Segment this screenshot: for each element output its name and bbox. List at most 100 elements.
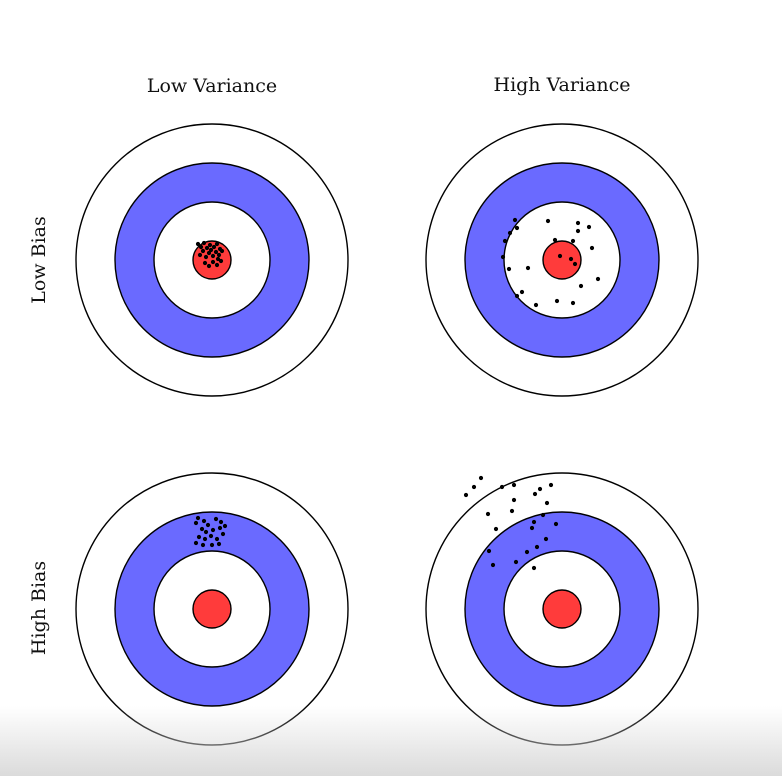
shot-dot [575,220,581,226]
shot-dot [210,259,216,265]
shot-dot [519,289,525,295]
shot-dot [514,293,520,299]
shot-dot [195,241,201,247]
shot-dot [513,559,519,565]
shot-dot [201,518,207,524]
shot-dot [586,224,592,230]
shot-dot [511,497,517,503]
shot-dot [203,529,209,535]
shot-dot [512,217,518,223]
shot-dot [208,247,214,253]
shot-dot [206,263,212,269]
shot-dot [540,512,546,518]
shot-dot [218,258,224,264]
shot-dot [214,536,220,542]
shot-dot [545,218,551,224]
shot-dot [534,544,540,550]
shot-dot [570,238,576,244]
shot-dot [193,540,199,546]
shot-dot [578,283,584,289]
shot-dot [204,245,210,251]
shot-dot [493,526,499,532]
shot-dot [570,300,576,306]
bullseye [192,589,232,629]
shot-dot [552,237,558,243]
shot-dot [572,261,578,267]
shot-dot [524,549,530,555]
shot-dot [197,252,203,258]
shot-dot [216,541,222,547]
shot-dot [511,482,517,488]
shot-dot [543,536,549,542]
shot-dot [217,525,223,531]
shot-dot [205,522,211,528]
shot-dot [214,241,220,247]
shot-dot [500,254,506,260]
shot-dot [533,302,539,308]
shot-dot [209,542,215,548]
shot-dot [201,240,207,246]
shot-dot [196,534,202,540]
shot-dot [506,266,512,272]
shot-dot [213,249,219,255]
targets-layer [75,123,699,746]
shot-dot [531,519,537,525]
shot-dot [490,562,496,568]
shot-dot [211,244,217,250]
shot-dot [486,548,492,554]
target-high-bias-high-variance [425,472,699,746]
shot-dot [199,526,205,532]
shot-dot [557,253,563,259]
shot-dot [220,531,226,537]
shot-dot [202,536,208,542]
bullseye [542,240,582,280]
shot-dot [210,253,216,259]
shot-dot [222,523,228,529]
shot-dot [502,238,508,244]
shot-dot [529,525,535,531]
shot-dot [216,252,222,258]
shot-dot [531,565,537,571]
shot-dot [507,230,513,236]
shot-dot [575,228,581,234]
shot-dot [214,262,220,268]
column-label-low-variance: Low Variance [147,75,277,97]
shot-dot [203,254,209,260]
shot-dot [219,248,225,254]
target-high-bias-low-variance [75,472,349,746]
shot-dot [215,256,221,262]
bullseye [542,589,582,629]
shot-dot [210,527,216,533]
shot-dot [548,482,554,488]
target-low-bias-high-variance [425,123,699,397]
shot-dot [463,492,469,498]
shot-dot [198,244,204,250]
shot-dot [193,520,199,526]
shot-dot [208,533,214,539]
shot-dot [218,519,224,525]
shot-dot [525,265,531,271]
shot-dot [589,245,595,251]
shot-dot [195,515,201,521]
row-label-low-bias: Low Bias [28,216,50,303]
shot-dot [213,516,219,522]
shot-dot [553,521,559,527]
shot-dot [514,225,520,231]
column-label-high-variance: High Variance [494,74,631,96]
target-low-bias-low-variance [75,123,349,397]
shot-dot [471,484,477,490]
shot-dot [485,511,491,517]
shot-dot [595,276,601,282]
shot-dot [509,508,515,514]
shot-dot [200,248,206,254]
shot-dot [206,250,212,256]
shot-dot [207,242,213,248]
shot-dot [568,256,574,262]
shot-dot [200,542,206,548]
shot-dot [532,491,538,497]
shot-dot [478,475,484,481]
row-label-high-bias: High Bias [28,561,50,655]
shot-dot [544,500,550,506]
shot-dot [499,484,505,490]
